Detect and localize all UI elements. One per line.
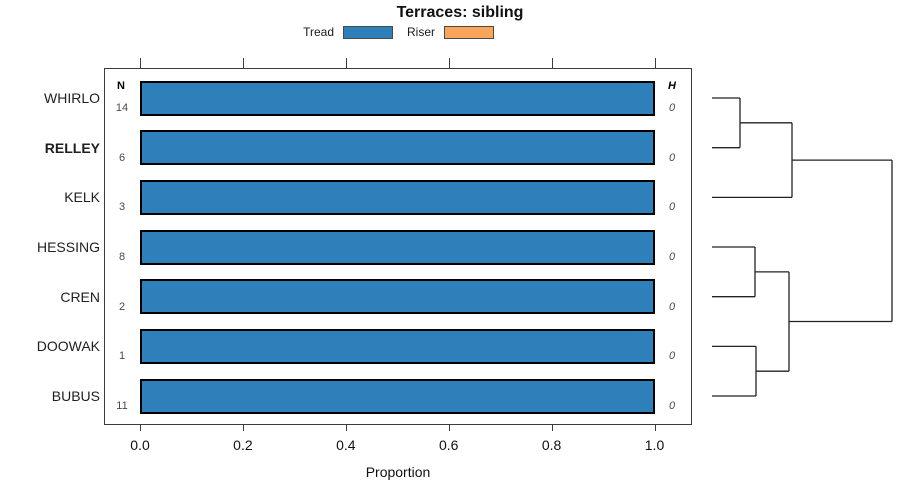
tread-bar (140, 80, 655, 116)
x-axis-label: Proportion (365, 464, 431, 480)
category-label: WHIRLO (44, 90, 100, 106)
n-value: 11 (116, 400, 128, 413)
x-axis-top-tick (448, 58, 450, 68)
x-axis-tick (345, 425, 347, 431)
x-axis-tick-label: 0.0 (130, 437, 150, 453)
h-value: 0 (668, 300, 676, 313)
tread-bar (140, 229, 655, 265)
x-axis-top-tick (551, 58, 553, 68)
x-axis-top-tick (140, 58, 141, 68)
legend-label-tread: Tread (303, 25, 334, 39)
category-label: RELLEY (44, 139, 100, 156)
n-value: 3 (118, 201, 126, 214)
n-value: 8 (118, 251, 126, 263)
tread-bar (140, 279, 655, 315)
legend-label-riser: Riser (406, 25, 435, 39)
x-axis-top-tick (242, 58, 244, 68)
h-value: 0 (668, 400, 676, 413)
n-column-header: N (117, 80, 125, 92)
h-value: 0 (668, 350, 676, 363)
category-label: DOOWAK (36, 338, 100, 355)
x-axis-top-tick (654, 58, 656, 68)
n-value: 6 (118, 151, 126, 164)
category-label: HESSING (36, 239, 100, 255)
tread-bar (140, 130, 655, 166)
n-value: 2 (118, 300, 126, 313)
tread-bar (140, 378, 655, 414)
x-axis-tick (242, 425, 244, 431)
category-label: KELK (64, 189, 100, 206)
n-value: 1 (118, 350, 126, 363)
chart-title: Terraces: sibling (396, 4, 524, 21)
category-label: CREN (60, 288, 100, 305)
x-axis-tick (140, 425, 141, 431)
n-value: 14 (115, 102, 129, 114)
h-column-header: H (668, 80, 676, 92)
tread-bar (140, 328, 655, 364)
x-axis-tick-label: 0.6 (438, 437, 459, 453)
category-label: BUBUS (51, 388, 100, 405)
x-axis-tick (654, 425, 656, 431)
h-value: 0 (668, 102, 676, 114)
plot-box (104, 68, 692, 425)
h-value: 0 (668, 251, 676, 263)
legend-swatch-riser (444, 26, 494, 39)
x-axis-tick (448, 425, 450, 431)
h-value: 0 (668, 151, 676, 164)
legend-swatch-tread (343, 26, 393, 39)
tread-bar (140, 179, 655, 215)
x-axis-tick-label: 0.4 (336, 437, 356, 453)
x-axis-tick-label: 0.2 (233, 437, 253, 453)
x-axis-tick-label: 0.8 (541, 437, 562, 453)
x-axis-tick (551, 425, 553, 431)
h-value: 0 (668, 201, 676, 214)
x-axis-tick-label: 1.0 (644, 437, 665, 453)
x-axis-top-tick (345, 58, 347, 68)
